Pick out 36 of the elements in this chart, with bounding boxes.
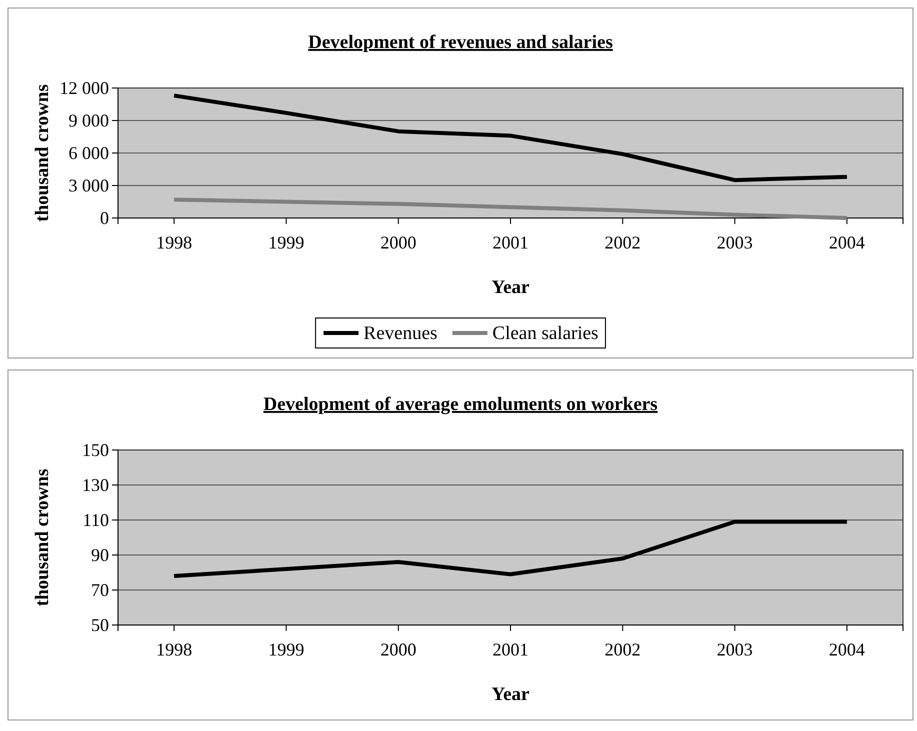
x-tick-label: 1998 [156,232,192,253]
x-tick-label: 2001 [492,232,528,253]
x-tick-label: 2000 [380,640,416,660]
x-axis-title: Year [492,277,530,298]
y-tick-label: 70 [91,580,109,600]
x-tick-label: 2004 [828,640,865,660]
line-series [172,94,849,182]
y-tick-label: 6 000 [68,142,109,163]
y-tick-label: 90 [91,544,109,565]
x-tick-label: 1999 [268,232,304,253]
y-tick-label: 150 [82,440,109,460]
y-tick-label: 9 000 [68,110,109,130]
x-tick-label: 1998 [156,640,192,660]
x-tick-label: 2003 [716,232,753,253]
chart-title: Development of revenues and salaries [308,32,613,53]
y-tick-label: 3 000 [68,175,109,196]
x-axis-title: Year [492,684,530,705]
y-tick-label: 12 000 [60,78,109,98]
x-tick-label: 2002 [604,232,641,253]
x-tick-label: 2004 [828,232,865,253]
line-series [172,520,849,578]
x-tick-label: 2003 [716,640,753,660]
y-axis-title: thousand crowns [32,84,53,222]
chart-title: Development of average emoluments on workers [263,394,658,415]
x-tick-label: 2000 [380,232,416,253]
y-tick-label: 50 [91,614,109,635]
x-tick-label: 1999 [268,640,304,660]
legend-label: Clean salaries [492,323,598,344]
line-series [172,198,849,220]
y-tick-label: 110 [82,510,109,530]
y-tick-label: 130 [82,474,109,495]
x-tick-label: 2001 [492,640,528,660]
legend-label: Revenues [364,323,438,344]
y-axis-title: thousand crowns [32,468,53,606]
y-tick-label: 0 [100,208,109,228]
x-tick-label: 2002 [604,640,641,660]
